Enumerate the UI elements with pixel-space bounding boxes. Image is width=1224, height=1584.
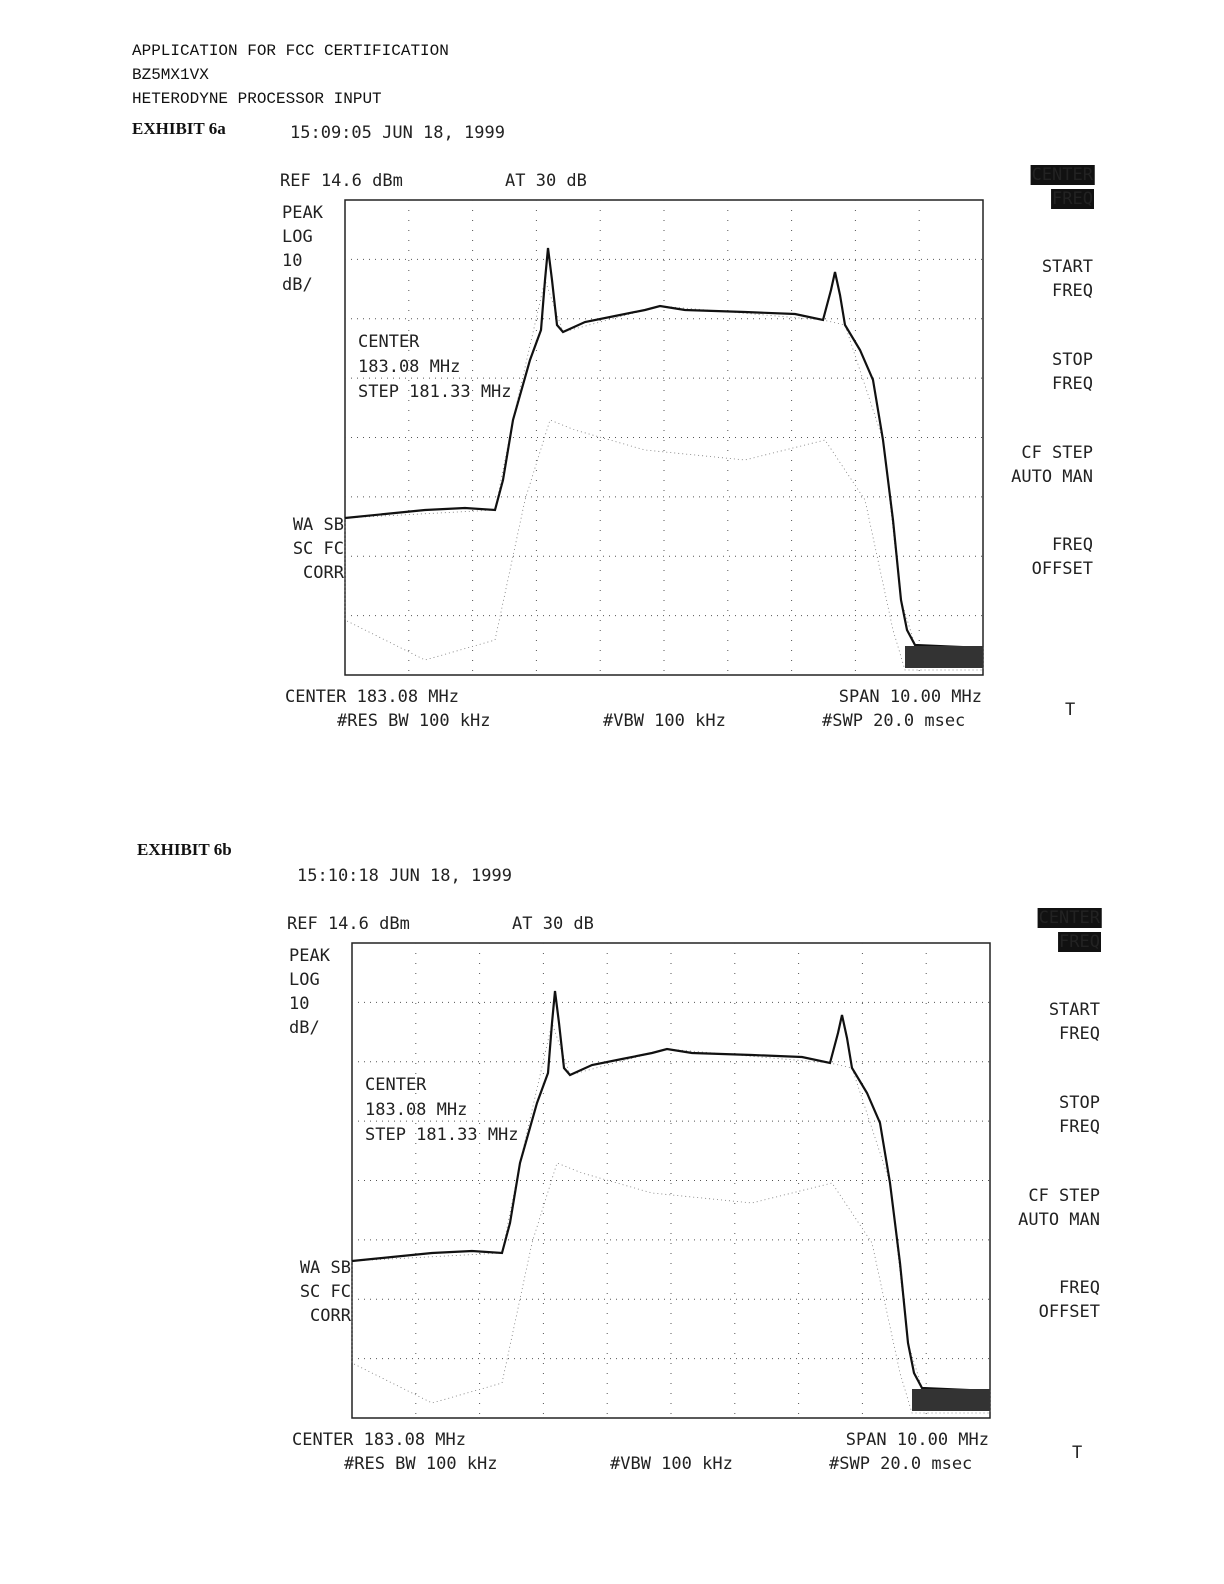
softkey: CF STEP (1028, 1186, 1100, 1206)
header-line: APPLICATION FOR FCC CERTIFICATION (132, 42, 449, 60)
scale-label: dB/ (289, 1018, 320, 1038)
softkey: FREQ (1059, 1024, 1100, 1044)
exhibit-label: EXHIBIT 6a (132, 119, 226, 138)
annotation: 183.08 MHz (358, 357, 460, 377)
timestamp: 15:09:05 JUN 18, 1999 (290, 123, 505, 143)
attenuation: AT 30 dB (505, 171, 587, 191)
header-line: BZ5MX1VX (132, 66, 209, 84)
softkey: FREQ (1059, 932, 1100, 952)
footer-span: SPAN 10.00 MHz (846, 1430, 989, 1450)
marker-label: CORR (303, 563, 345, 583)
softkey: START (1049, 1000, 1100, 1020)
footer-span: SPAN 10.00 MHz (839, 687, 982, 707)
reference-level: REF 14.6 dBm (287, 914, 410, 934)
scale-label: PEAK (282, 203, 324, 223)
footer-vbw: #VBW 100 kHz (603, 711, 726, 731)
footer-swp: #SWP 20.0 msec (829, 1454, 972, 1474)
softkey: CENTER (1039, 908, 1101, 928)
annotation: CENTER (358, 332, 420, 352)
marker-label: WA SB (300, 1258, 351, 1278)
trace (343, 246, 985, 650)
marker-label: SC FC (300, 1282, 351, 1302)
softkey: CF STEP (1021, 443, 1093, 463)
mark: T (1065, 700, 1075, 720)
softkey: STOP (1052, 350, 1093, 370)
scale-label: LOG (282, 227, 313, 247)
softkey-highlight (1058, 932, 1101, 952)
softkey: FREQ (1052, 535, 1093, 555)
marker-label: CORR (310, 1306, 352, 1326)
annotation: CENTER (365, 1075, 427, 1095)
softkey-highlight (1051, 189, 1094, 209)
mark: T (1072, 1443, 1082, 1463)
scale-label: 10 (282, 251, 302, 271)
reference-level: REF 14.6 dBm (280, 171, 403, 191)
scale-label: PEAK (289, 946, 331, 966)
marker-label: SC FC (293, 539, 344, 559)
softkey-highlight (1037, 908, 1102, 928)
softkey: START (1042, 257, 1093, 277)
softkey: FREQ (1059, 1117, 1100, 1137)
softkey-highlight (1030, 165, 1095, 185)
scale-label: LOG (289, 970, 320, 990)
marker-label: WA SB (293, 515, 344, 535)
footer-center: CENTER 183.08 MHz (285, 687, 459, 707)
softkey: OFFSET (1032, 559, 1093, 579)
footer-rbw: #RES BW 100 kHz (344, 1454, 498, 1474)
softkey: FREQ (1052, 281, 1093, 301)
softkey: FREQ (1059, 1278, 1100, 1298)
softkey: AUTO MAN (1011, 467, 1093, 487)
softkey: STOP (1059, 1093, 1100, 1113)
softkey: CENTER (1032, 165, 1094, 185)
header-line: HETERODYNE PROCESSOR INPUT (132, 90, 382, 108)
footer-vbw: #VBW 100 kHz (610, 1454, 733, 1474)
footer-center: CENTER 183.08 MHz (292, 1430, 466, 1450)
annotation: STEP 181.33 MHz (365, 1125, 519, 1145)
softkey: OFFSET (1039, 1302, 1100, 1322)
footer-rbw: #RES BW 100 kHz (337, 711, 491, 731)
scale-label: dB/ (282, 275, 313, 295)
softkey: FREQ (1052, 189, 1093, 209)
trace (350, 989, 992, 1393)
scale-label: 10 (289, 994, 309, 1014)
noise-floor (912, 1389, 990, 1411)
softkey: FREQ (1052, 374, 1093, 394)
annotation: 183.08 MHz (365, 1100, 467, 1120)
exhibit-label: EXHIBIT 6b (137, 840, 232, 859)
exhibits: EXHIBIT 6a 15:09:05 JUN 18, 1999 REF 14.6 … (132, 119, 1102, 1474)
noise-floor (905, 646, 983, 668)
plot (343, 199, 985, 676)
annotation: STEP 181.33 MHz (358, 382, 512, 402)
plot (350, 942, 992, 1419)
timestamp: 15:10:18 JUN 18, 1999 (297, 866, 512, 886)
softkey: AUTO MAN (1018, 1210, 1100, 1230)
footer-swp: #SWP 20.0 msec (822, 711, 965, 731)
attenuation: AT 30 dB (512, 914, 594, 934)
